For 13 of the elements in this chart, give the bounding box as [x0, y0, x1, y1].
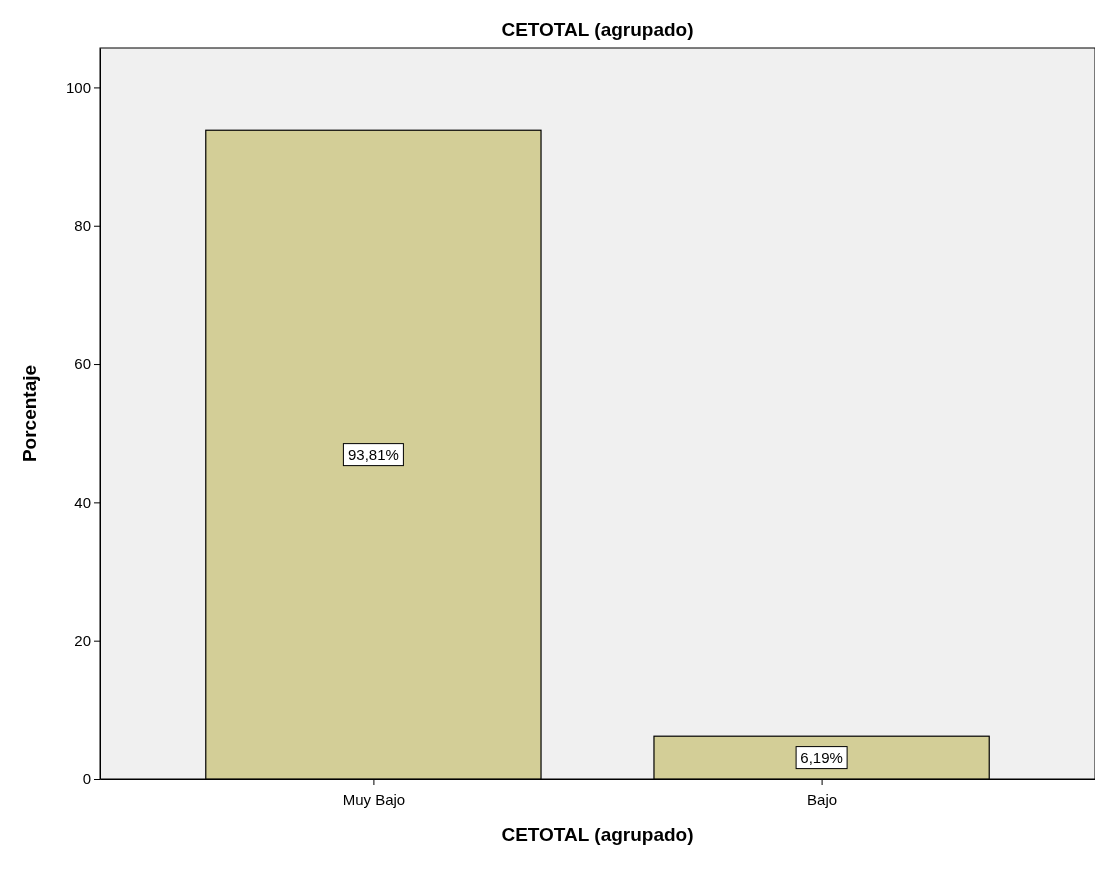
x-tick-label: Muy Bajo [342, 790, 406, 808]
y-tick-label: 100 [65, 78, 91, 96]
chart-title: CETOTAL (agrupado) [501, 19, 694, 40]
x-tick-label: Bajo [807, 790, 838, 808]
data-label: 93,81% [347, 445, 399, 463]
y-tick-label: 20 [74, 631, 91, 649]
y-tick-label: 40 [74, 493, 91, 511]
y-tick-label: 0 [82, 770, 91, 788]
y-tick-label: 60 [74, 355, 91, 373]
data-label: 6,19% [800, 748, 843, 766]
x-axis-title: CETOTAL (agrupado) [501, 824, 694, 845]
y-axis-title: Porcentaje [19, 364, 40, 463]
y-tick-label: 80 [74, 217, 91, 235]
